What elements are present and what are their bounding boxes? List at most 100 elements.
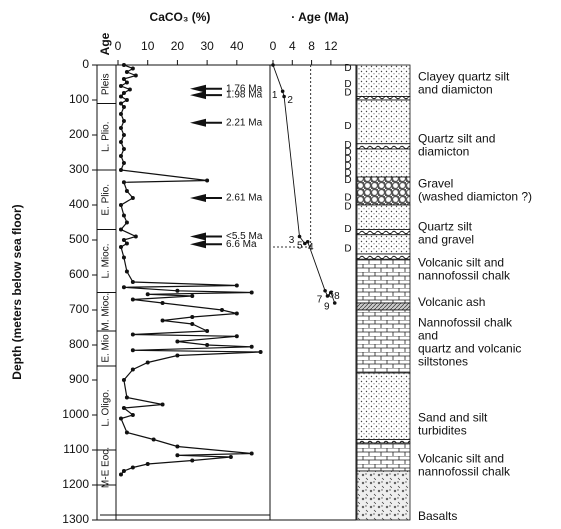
caco3-point: [190, 322, 195, 326]
caco3-point: [145, 462, 150, 466]
lithology-label: nannofossil chalk: [418, 465, 511, 479]
d-marker: D: [344, 175, 351, 186]
caco3-point: [118, 140, 123, 144]
lithology-unit: [356, 309, 411, 374]
lithology-unit: [356, 439, 411, 444]
caco3-point: [175, 453, 180, 458]
caco3-point: [130, 280, 135, 284]
x-tick-label: 30: [200, 39, 214, 53]
caco3-point: [160, 402, 165, 407]
y-tick-label: 400: [69, 197, 89, 211]
caco3-point: [118, 101, 123, 106]
caco3-point: [160, 301, 165, 305]
age-point-label: 9: [324, 302, 330, 313]
age-point-label: 4: [308, 242, 314, 253]
caco3-point: [130, 332, 135, 337]
lithology-label: turbidites: [418, 424, 467, 438]
d-marker: D: [344, 193, 351, 204]
age-arrow: [190, 84, 206, 93]
age-header: Age: [98, 32, 112, 55]
caco3-point: [175, 288, 180, 293]
y-tick-label: 0: [82, 57, 89, 71]
age-point-label: 1: [272, 90, 278, 101]
d-marker: D: [344, 121, 351, 132]
lithology-unit: [356, 258, 411, 304]
lithology-label: nannofossil chalk: [418, 269, 511, 283]
age-point: [280, 89, 285, 94]
age-point: [305, 239, 310, 244]
age-arrow: [190, 91, 206, 100]
y-tick-label: 300: [69, 162, 89, 176]
lithology-unit: [356, 442, 411, 472]
title-age: · Age (Ma): [291, 10, 349, 24]
lithology-unit: [356, 470, 411, 521]
age-point-label: 2: [287, 95, 293, 106]
age-unit-label: E. Plio.: [101, 184, 112, 216]
caco3-point: [234, 311, 239, 316]
lithology-label: diamicton: [418, 145, 469, 159]
y-tick-label: 700: [69, 302, 89, 316]
age-point: [325, 294, 330, 298]
caco3-point: [121, 469, 126, 473]
caco3-point: [190, 315, 195, 319]
caco3-point: [145, 360, 150, 365]
lithology-label: Volcanic ash: [418, 295, 485, 309]
y-tick-label: 900: [69, 372, 89, 386]
caco3-point: [234, 334, 239, 339]
d-marker: D: [344, 147, 351, 158]
lithology-unit: [356, 234, 411, 255]
age-point-label: 5: [297, 240, 303, 251]
caco3-point: [121, 91, 126, 95]
age-panel: [269, 64, 357, 521]
caco3-point: [124, 269, 129, 274]
caco3-point: [124, 70, 129, 74]
d-marker: D: [344, 168, 351, 179]
caco3-point: [118, 94, 123, 99]
lithology-unit: [356, 176, 411, 206]
caco3-point: [121, 378, 126, 382]
caco3-point: [133, 234, 138, 239]
age-pick-label: 1.98 Ma: [226, 90, 263, 101]
caco3-point: [124, 98, 129, 102]
caco3-point: [130, 465, 135, 470]
x-tick-label: 40: [230, 39, 244, 53]
caco3-point: [249, 451, 254, 456]
lithology-unit: [356, 96, 411, 101]
title: CaCO₃ (%): [150, 10, 211, 24]
caco3-point: [190, 458, 195, 463]
lithology-label: Volcanic silt and: [418, 452, 504, 466]
caco3-point: [205, 343, 210, 347]
caco3-point: [145, 292, 150, 297]
lithology-label: and diamicton: [418, 83, 493, 97]
age-point-label: 7: [317, 295, 323, 306]
age-unit-label: Pleis: [101, 73, 112, 95]
caco3-point: [175, 339, 180, 344]
caco3-point: [130, 196, 135, 200]
d-marker: D: [344, 140, 351, 151]
lithology-unit: [356, 372, 411, 440]
age-unit-label: L. Oligo.: [101, 389, 112, 426]
age-pick-label: <5.5 Ma: [226, 231, 263, 242]
d-marker: D: [344, 88, 351, 99]
age-point-label: 6: [328, 289, 334, 300]
caco3-point: [190, 294, 195, 298]
caco3-point: [118, 472, 123, 477]
caco3-point: [121, 161, 126, 165]
age-unit-label: L. Mioc.: [101, 243, 112, 278]
caco3-point: [219, 308, 224, 312]
caco3-point: [124, 189, 129, 193]
age-point: [282, 94, 286, 99]
caco3-point: [130, 297, 135, 302]
d-marker: D: [344, 154, 351, 165]
caco3-point: [118, 168, 123, 172]
caco3-point: [160, 318, 165, 323]
d-marker: D: [344, 201, 351, 212]
lithology-label: Basalts: [418, 509, 457, 523]
d-marker: D: [344, 161, 351, 172]
lithology-unit: [356, 64, 411, 97]
caco3-point: [124, 430, 129, 435]
lithology-label: and gravel: [418, 233, 474, 247]
age-unit-label: M. Mioc.: [101, 293, 112, 331]
caco3-point: [121, 213, 126, 218]
